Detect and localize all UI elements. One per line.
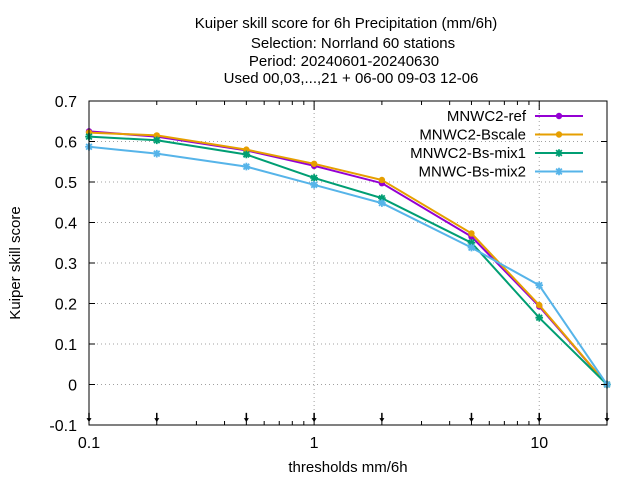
data-point [555,167,563,176]
y-tick-label: 0.3 [55,256,77,273]
x-tick-label: 1 [310,435,319,452]
series-1 [85,129,611,388]
y-tick-label: 0 [68,378,77,395]
series-line [88,135,608,386]
title-line-1: Kuiper skill score for 6h Precipitation … [195,15,498,32]
y-tick-label: 0.5 [55,175,77,192]
chart-title: Kuiper skill score for 6h Precipitation … [195,15,498,87]
series-line [88,131,608,386]
legend-label: MNWC-Bs-mix2 [419,164,526,181]
title-line-2: Selection: Norrland 60 stations [251,35,455,52]
series-line [88,130,608,386]
data-point [152,149,161,158]
data-point [152,136,161,145]
legend-item: MNWC2-Bscale [419,127,583,144]
series-0 [85,128,611,388]
title-line-3: Period: 20240601-20240630 [249,53,439,70]
data-point [535,281,544,290]
data-point [378,176,386,184]
y-tick-label: 0.2 [55,297,77,314]
data-point [310,181,318,189]
legend-item: MNWC2-ref [447,108,583,125]
series-line [88,145,608,386]
legend-item: MNWC-Bs-mix2 [419,164,583,181]
data-point [378,194,386,202]
y-tick-label: 0.4 [55,216,77,233]
data-point [242,150,251,159]
threshold-marker-head [379,418,385,423]
data-point [378,199,386,207]
data-point [242,162,251,171]
y-tick-label: 0.7 [55,94,77,111]
data-point [535,313,544,322]
data-point [536,301,543,309]
y-tick-label: 0.1 [55,337,77,354]
data-point [555,149,563,157]
x-tick-label: 0.1 [78,435,100,452]
threshold-marker-head [154,418,160,423]
grid [89,101,607,425]
data-point [555,131,563,138]
data-point [555,112,563,120]
y-tick-label: 0.6 [55,135,77,152]
legend-item: MNWC2-Bs-mix1 [410,145,583,162]
y-axis-ticks: -0.1 0 0.1 0.2 0.3 0.4 0.5 0.6 0.7 [49,94,607,435]
legend-label: MNWC2-Bscale [419,127,526,144]
series-3 [85,142,611,389]
legend-label: MNWC2-Bs-mix1 [410,145,526,162]
x-axis-label: thresholds mm/6h [288,459,407,476]
threshold-marker-head [468,418,474,423]
data-point [243,146,250,153]
x-axis-ticks: 0.1 1 10 [78,101,608,452]
series-layer [85,128,611,389]
data-point [310,174,318,182]
threshold-marker-head [243,418,249,423]
y-axis-label: Kuiper skill score [7,206,24,319]
data-point [467,243,476,252]
title-line-4: Used 00,03,...,21 + 06-00 09-03 12-06 [224,70,479,87]
legend-label: MNWC2-ref [447,108,527,125]
data-point [310,160,318,167]
x-tick-label: 10 [530,435,548,452]
threshold-markers [86,412,610,423]
data-point [153,132,160,139]
data-point [467,238,476,247]
y-tick-label: -0.1 [49,418,77,435]
data-point [468,230,475,237]
